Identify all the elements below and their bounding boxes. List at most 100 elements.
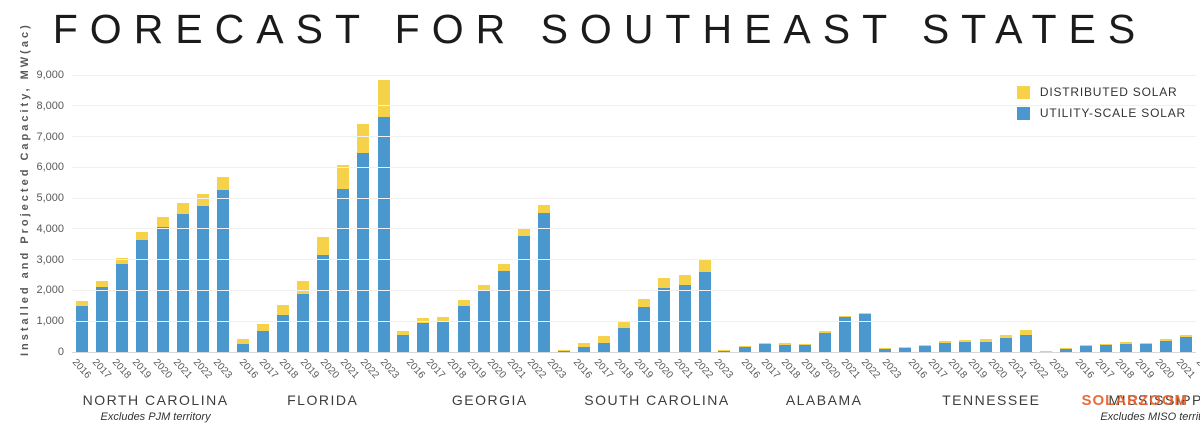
bar-tennessee-2019 [939, 340, 952, 352]
bar-segment-distributed [698, 259, 711, 272]
bar-segment-distributed [1019, 330, 1032, 336]
bar-segment-distributed [236, 338, 249, 345]
year-label-mississippi-2022: 2022 [1193, 357, 1200, 381]
bar-segment-utility [878, 349, 891, 352]
bar-segment-distributed [517, 228, 530, 236]
bar-segment-distributed [1180, 334, 1193, 337]
bar-segment-distributed [678, 274, 691, 285]
bar-florida-2019 [297, 281, 310, 352]
bar-segment-utility [1079, 346, 1092, 352]
year-label-south-carolina-2022: 2022 [692, 357, 716, 381]
legend-swatch-distributed [1016, 85, 1030, 99]
bar-tennessee-2018 [919, 345, 932, 352]
bar-segment-utility [256, 331, 269, 352]
state-label-mississippi: MISSISSIPPI [1108, 392, 1200, 408]
bar-segment-distributed [939, 340, 952, 343]
gridline-2000 [72, 289, 1196, 291]
bar-segment-utility [859, 314, 872, 352]
year-strip-georgia: 2016 2017 2018 2019 2020 2021 2022 2023 [404, 354, 573, 390]
bar-north-carolina-2022 [196, 193, 209, 352]
watermark: SOLARZOOM [1081, 392, 1188, 409]
bar-segment-distributed [337, 164, 350, 189]
bar-segment-distributed [96, 281, 109, 288]
bar-alabama-2022 [839, 316, 852, 352]
year-label-florida-2020: 2020 [317, 357, 341, 381]
bar-tennessee-2022 [999, 334, 1012, 352]
bar-alabama-2020 [798, 344, 811, 352]
year-label-mississippi-2021: 2021 [1173, 357, 1197, 381]
y-tick-8000: 8,000 [36, 99, 64, 112]
y-tick-6000: 6,000 [36, 161, 64, 174]
year-label-alabama-2016: 2016 [738, 357, 762, 381]
bar-segment-utility [96, 287, 109, 352]
year-label-georgia-2022: 2022 [524, 357, 548, 381]
bar-segment-utility [839, 317, 852, 352]
bar-group-alabama [714, 75, 875, 352]
bar-segment-utility [116, 264, 129, 352]
bar-segment-utility [959, 342, 972, 352]
bar-segment-distributed [297, 281, 310, 295]
bar-segment-distributed [176, 202, 189, 214]
gridline-4000 [72, 228, 1196, 230]
bar-segment-utility [638, 307, 651, 352]
bar-georgia-2016 [397, 331, 410, 352]
bar-north-carolina-2023 [216, 176, 229, 352]
bar-segment-distributed [76, 301, 89, 306]
x-axis-labels: 2016 2017 2018 2019 2020 2021 2022 2023 NORTH CA… [70, 354, 1200, 423]
bar-segment-utility [176, 213, 189, 352]
year-label-south-carolina-2016: 2016 [571, 357, 595, 381]
bar-alabama-2019 [778, 343, 791, 352]
bar-mississippi-2021 [1140, 343, 1153, 352]
bar-georgia-2017 [417, 318, 430, 352]
bar-segment-utility [337, 188, 350, 352]
year-strip-florida: 2016 2017 2018 2019 2020 2021 2022 2023 [237, 354, 406, 390]
year-label-alabama-2017: 2017 [758, 357, 782, 381]
bar-alabama-2017 [738, 345, 751, 352]
bar-mississippi-2020 [1120, 342, 1133, 352]
bar-segment-distributed [778, 343, 791, 345]
chart-title: FORECAST FOR SOUTHEAST STATES [52, 6, 1148, 52]
bar-group-florida [233, 75, 394, 352]
bar-segment-distributed [1079, 344, 1092, 346]
bar-mississippi-2016 [1039, 350, 1052, 352]
year-label-mississippi-2020: 2020 [1153, 357, 1177, 381]
bar-group-georgia [393, 75, 554, 352]
year-label-mississippi-2019: 2019 [1133, 357, 1157, 381]
y-tick-3000: 3,000 [36, 253, 64, 266]
bar-mississippi-2019 [1099, 343, 1112, 352]
bar-segment-distributed [377, 80, 390, 117]
bar-segment-utility [1059, 348, 1072, 352]
state-label-north-carolina: NORTH CAROLINA [82, 392, 229, 408]
gridline-9000 [72, 74, 1196, 76]
bar-mississippi-2022 [1160, 339, 1173, 352]
legend-item-utility-scale-solar: UTILITY-SCALE SOLAR [1016, 106, 1186, 120]
bar-segment-distributed [397, 331, 410, 336]
bar-segment-utility [517, 235, 530, 352]
year-label-georgia-2019: 2019 [464, 357, 488, 381]
bar-south-carolina-2019 [618, 321, 631, 352]
bar-segment-distributed [1099, 343, 1112, 346]
bar-segment-utility [557, 350, 570, 352]
state-subtitle-north-carolina: Excludes PJM territory [100, 411, 211, 423]
year-label-tennessee-2023: 2023 [1046, 357, 1070, 381]
bar-tennessee-2021 [979, 338, 992, 352]
bar-segment-utility [397, 335, 410, 352]
bar-segment-distributed [798, 344, 811, 346]
bar-segment-distributed [357, 123, 370, 154]
year-label-north-carolina-2019: 2019 [130, 357, 154, 381]
year-label-florida-2023: 2023 [377, 357, 401, 381]
bar-tennessee-2023 [1019, 330, 1032, 352]
bar-segment-distributed [839, 316, 852, 318]
bar-south-carolina-2017 [577, 343, 590, 352]
y-tick-2000: 2,000 [36, 284, 64, 297]
year-label-tennessee-2016: 2016 [905, 357, 929, 381]
bar-segment-utility [297, 294, 310, 352]
bar-segment-utility [76, 305, 89, 352]
gridline-6000 [72, 166, 1196, 168]
bar-north-carolina-2019 [136, 231, 149, 352]
bar-florida-2022 [357, 123, 370, 352]
bar-segment-distributed [899, 347, 912, 349]
year-label-florida-2019: 2019 [297, 357, 321, 381]
bar-segment-distributed [577, 343, 590, 348]
